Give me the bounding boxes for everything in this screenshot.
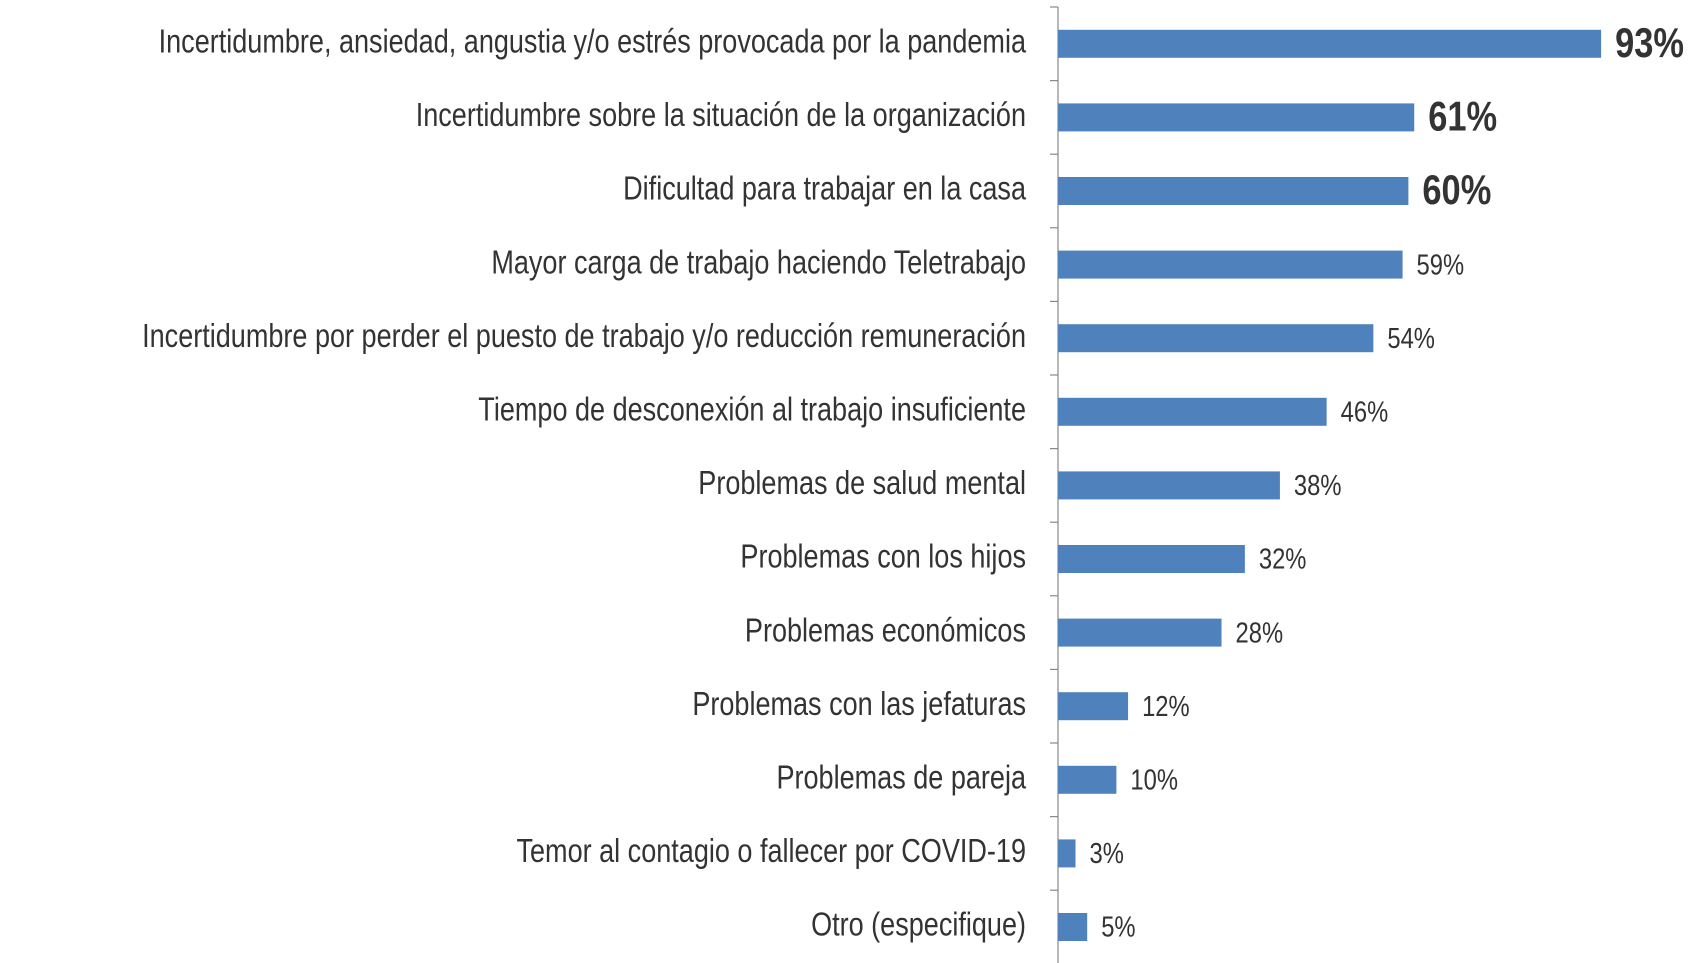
- value-label: 28%: [1236, 616, 1284, 649]
- value-label: 93%: [1615, 20, 1684, 67]
- category-label: Problemas de salud mental: [698, 466, 1026, 502]
- value-label: 59%: [1417, 248, 1465, 281]
- category-label: Problemas de pareja: [776, 760, 1026, 796]
- value-label: 32%: [1259, 542, 1307, 575]
- category-label: Temor al contagio o fallecer por COVID-1…: [516, 834, 1026, 870]
- category-label: Incertidumbre, ansiedad, angustia y/o es…: [159, 24, 1027, 60]
- value-label: 60%: [1422, 167, 1491, 214]
- bar: [1058, 765, 1117, 794]
- category-label: Incertidumbre sobre la situación de la o…: [416, 98, 1026, 134]
- value-label: 38%: [1294, 469, 1342, 502]
- bar: [1058, 250, 1403, 279]
- category-label: Otro (especifique): [811, 907, 1026, 943]
- bar: [1058, 618, 1222, 647]
- category-label: Mayor carga de trabajo haciendo Teletrab…: [491, 245, 1026, 281]
- bar: [1058, 29, 1602, 58]
- value-label: 5%: [1101, 910, 1135, 943]
- value-label: 3%: [1090, 837, 1124, 870]
- bar: [1058, 913, 1088, 941]
- value-label: 54%: [1387, 322, 1435, 355]
- category-label: Dificultad para trabajar en la casa: [623, 171, 1026, 207]
- value-label: 12%: [1142, 690, 1190, 723]
- bar: [1058, 103, 1415, 132]
- category-label: Problemas con las jefaturas: [692, 686, 1026, 722]
- bar: [1058, 397, 1327, 426]
- category-label: Problemas económicos: [745, 613, 1026, 649]
- bar: [1058, 692, 1129, 721]
- value-label: 61%: [1428, 93, 1497, 140]
- category-label: Tiempo de desconexión al trabajo insufic…: [478, 392, 1026, 428]
- bar: [1058, 471, 1280, 500]
- category-label: Problemas con los hijos: [740, 539, 1026, 575]
- category-label: Incertidumbre por perder el puesto de tr…: [142, 318, 1026, 354]
- bar: [1058, 545, 1245, 573]
- value-label: 46%: [1341, 395, 1389, 428]
- bar: [1058, 839, 1076, 868]
- bar: [1058, 177, 1409, 205]
- bar: [1058, 324, 1374, 353]
- value-label: 10%: [1130, 763, 1178, 796]
